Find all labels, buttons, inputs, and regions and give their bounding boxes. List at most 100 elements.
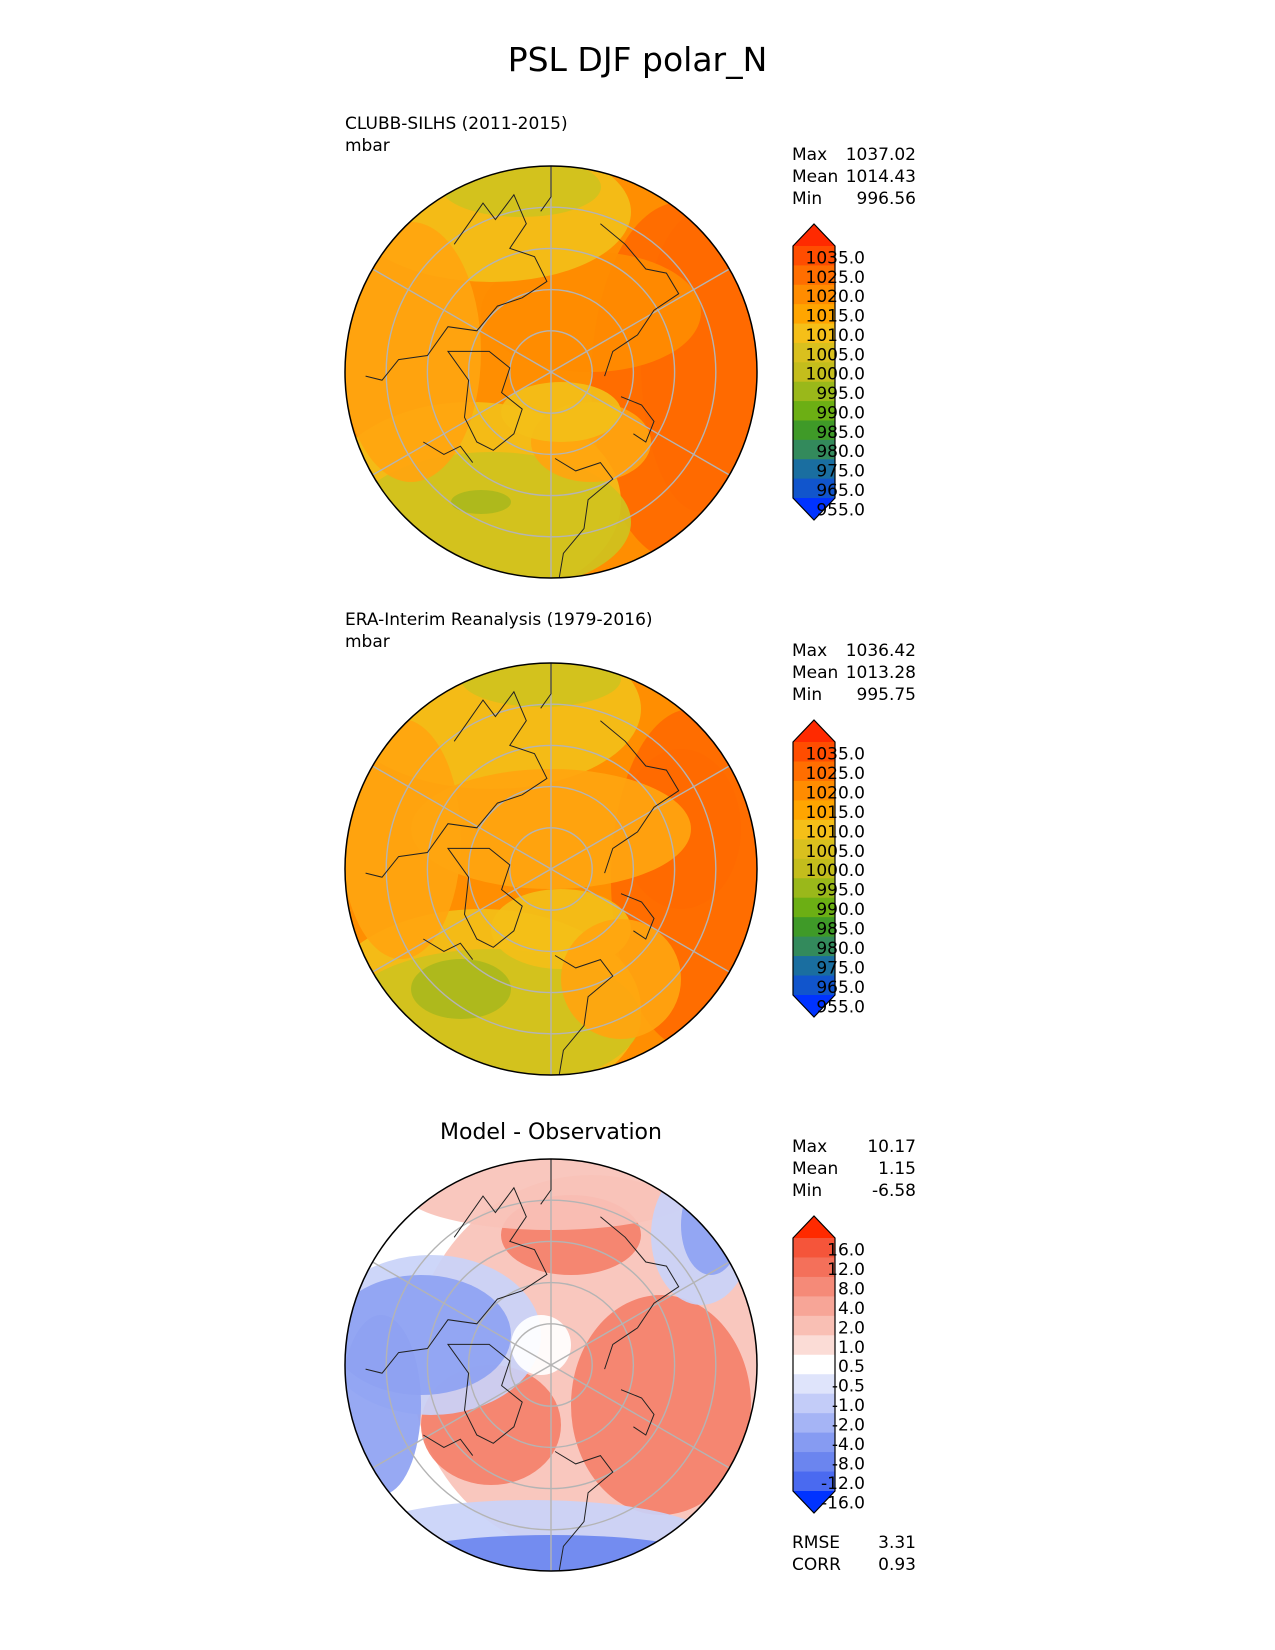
meridian-line [550, 868, 730, 973]
rmse-label: RMSE [792, 1533, 841, 1553]
coastline [554, 955, 614, 1075]
panel-2-stats: Max 1036.42 Mean 1013.28 Min 995.75 [792, 640, 916, 706]
stat-value: 996.56 [856, 189, 916, 209]
stat-value: 995.75 [856, 685, 916, 705]
colorbar-tick-label: 1025.0 [806, 764, 865, 784]
panel-3-title: Model - Observation [440, 1120, 662, 1145]
stat-label: Min [792, 685, 823, 705]
colorbar-tick-label: 980.0 [816, 442, 865, 462]
colorbar-tick-label: 12.0 [827, 1260, 865, 1280]
colorbar-segment [793, 956, 835, 977]
colorbar-tick-label: 1005.0 [806, 842, 865, 862]
colorbar-segment [793, 1393, 835, 1414]
coastline [600, 1216, 680, 1370]
stat-value: -6.58 [872, 1181, 916, 1201]
colorbar-segment [793, 800, 835, 821]
colorbar-segment [793, 917, 835, 938]
colorbar-tick-label: 990.0 [816, 403, 865, 423]
colorbar-tick-label: 1020.0 [806, 783, 865, 803]
coastline [423, 441, 474, 463]
field-region [345, 1315, 421, 1495]
colorbar-tick-label: 980.0 [816, 939, 865, 959]
coastline [365, 690, 548, 878]
colorbar-segment [793, 1296, 835, 1317]
colorbar-segment [793, 1452, 835, 1473]
meridian-line [550, 1261, 730, 1366]
colorbar-extend-top [793, 720, 835, 742]
coastline [540, 1159, 552, 1205]
field-region [345, 222, 481, 482]
colorbar-extend-bottom [793, 995, 835, 1017]
panel-1-units: mbar [345, 136, 390, 156]
colorbar-segment [793, 439, 835, 460]
coastline [600, 223, 680, 377]
field-region [641, 212, 757, 512]
colorbar-tick-label: 1010.0 [806, 326, 865, 346]
coastline [554, 458, 614, 578]
colorbar-tick-label: 975.0 [816, 462, 865, 482]
colorbar-segment [793, 265, 835, 286]
colorbar-extend-bottom [793, 498, 835, 520]
colorbar-1: 1035.01025.01020.01015.01010.01005.01000… [792, 223, 865, 521]
colorbar-segment [793, 761, 835, 782]
colorbar-extend-bottom [793, 1491, 835, 1513]
field-region [441, 166, 601, 217]
colorbar-segment [793, 362, 835, 383]
panel-3-extra-stats: RMSE 3.31 CORR 0.93 [792, 1532, 916, 1576]
colorbar-outline [792, 719, 836, 1018]
stat-label: Mean [792, 167, 839, 187]
colorbar-tick-label: 990.0 [816, 900, 865, 920]
meridian-line [550, 1364, 730, 1469]
stat-label: Mean [792, 1159, 839, 1179]
colorbar-tick-label: 1000.0 [806, 861, 865, 881]
panel-1-title-text: CLUBB-SILHS (2011-2015) [345, 114, 568, 134]
colorbar-segment [793, 1374, 835, 1395]
coastline [540, 663, 552, 709]
colorbar-tick-label: 1015.0 [806, 307, 865, 327]
meridian-line [550, 765, 730, 870]
colorbar-tick-label: -2.0 [832, 1416, 865, 1436]
colorbar-tick-label: 1035.0 [806, 248, 865, 268]
colorbar-segment [793, 284, 835, 305]
colorbar-tick-label: -16.0 [821, 1493, 865, 1513]
stat-label: Max [792, 145, 828, 165]
map-boundary [344, 662, 758, 1076]
coastline [620, 1389, 655, 1436]
colorbar-segment [793, 780, 835, 801]
colorbar-tick-label: -4.0 [832, 1435, 865, 1455]
meridian-line [372, 765, 552, 870]
meridian-line [550, 268, 730, 373]
field-region [411, 959, 511, 1019]
stat-value: 1037.02 [845, 145, 916, 165]
colorbar-tick-label: -12.0 [821, 1474, 865, 1494]
colorbar-segment [793, 936, 835, 957]
colorbar-tick-label: -8.0 [832, 1455, 865, 1475]
colorbar-tick-label: 965.0 [816, 978, 865, 998]
colorbar-tick-label: 965.0 [816, 481, 865, 501]
colorbar-segment [793, 1471, 835, 1492]
coastline [554, 1451, 614, 1571]
stat-label: Max [792, 641, 828, 661]
colorbar-segment [793, 897, 835, 918]
field-region [461, 663, 621, 707]
panel-2-title: ERA-Interim Reanalysis (1979-2016) mbar [345, 609, 653, 653]
map-2 [345, 663, 757, 1075]
corr-value: 0.93 [878, 1555, 916, 1575]
panel-3-stats: Max 10.17 Mean 1.15 Min -6.58 [792, 1136, 916, 1202]
panel-1-title: CLUBB-SILHS (2011-2015) mbar [345, 113, 568, 157]
field-region [561, 919, 681, 1039]
field-region [571, 1295, 751, 1515]
stat-label: Min [792, 189, 823, 209]
stat-label: Max [792, 1137, 828, 1157]
colorbar-tick-label: 985.0 [816, 920, 865, 940]
colorbar-segment [793, 1276, 835, 1297]
colorbar-segment [793, 1432, 835, 1453]
coastline [620, 893, 655, 940]
panel-2-units: mbar [345, 632, 390, 652]
coastline [447, 847, 523, 948]
field-region [681, 1175, 741, 1275]
colorbar-tick-label: 4.0 [838, 1299, 865, 1319]
field-region [451, 490, 511, 514]
coastline [447, 350, 523, 451]
